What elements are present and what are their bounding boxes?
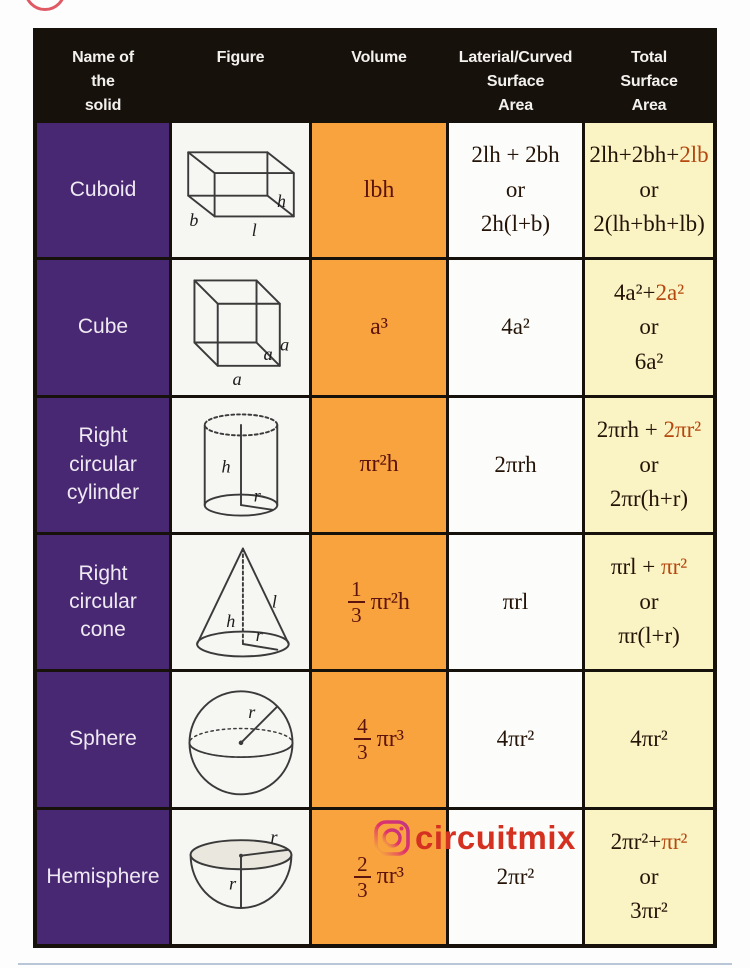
figure-label: h [277,191,286,211]
header-name-of-solid: Name of the solid [37,32,169,120]
hemisphere-drawing: r r [189,827,292,909]
sphere-lateral-surface-area: 4πr² [449,672,582,807]
cylinder-lateral-surface-area: 2πrh [449,397,582,532]
figure-label: a [232,370,241,390]
cube-volume: a³ [312,260,446,395]
figure-label: h [221,456,230,476]
hemisphere-figure: r r [172,809,309,944]
mensuration-formula-table: Name of the solid Figure Volume Laterial… [33,28,717,948]
figure-label: r [255,625,263,645]
figure-label: l [251,220,256,240]
cylinder-total-surface-area: 2πrh + 2πr² or 2πr(h+r) [585,397,713,532]
cone-total-surface-area: πrl + πr² or πr(l+r) [585,534,713,670]
cube-drawing: a a a [192,279,289,390]
hemisphere-total-surface-area: 2πr²+πr² or 3πr² [585,809,713,944]
cuboid-drawing: b l h [186,151,295,240]
cylinder-volume: πr²h [312,397,446,532]
cone-lateral-surface-area: πrl [449,534,582,670]
watermark-handle: circuitmix [415,819,576,856]
sphere-drawing: r [188,690,293,796]
sphere-total-surface-area: 4πr² [585,672,713,807]
figure-label: r [228,873,236,893]
figure-label: r [270,827,278,847]
sphere-figure: r [172,672,309,807]
solid-name-cuboid: Cuboid [37,123,169,258]
story-ring-partial [24,0,66,11]
solid-name-cube: Cube [37,260,169,395]
figure-label: h [226,611,235,631]
cube-figure: a a a [172,260,309,395]
solid-name-cone: Right circular cone [37,534,169,670]
figure-label: b [189,210,198,230]
header-volume: Volume [312,32,446,120]
cuboid-figure: b l h [172,123,309,258]
figure-label: a [263,344,272,364]
watermark: circuitmix [372,818,576,858]
solid-name-hemisphere: Hemisphere [37,809,169,944]
cone-figure: h l r [172,534,309,670]
solid-name-sphere: Sphere [37,672,169,807]
hemisphere-lateral-surface-area: 2πr² [449,809,582,944]
figure-label: l [271,592,276,612]
cylinder-drawing: h r [203,413,278,517]
header-lateral-surface-area: Laterial/Curved Surface Area [449,32,582,120]
solid-name-cylinder: Right circular cylinder [37,397,169,532]
cone-drawing: h l r [195,547,290,658]
figure-label: r [253,485,261,505]
figure-label: r [248,702,256,722]
header-total-surface-area: Total Surface Area [585,32,713,120]
instagram-icon [374,820,410,856]
bottom-divider [18,963,732,965]
cylinder-figure: h r [172,397,309,532]
cube-total-surface-area: 4a²+2a² or 6a² [585,260,713,395]
header-figure: Figure [172,32,309,120]
cuboid-lateral-surface-area: 2lh + 2bh or 2h(l+b) [449,123,582,258]
cuboid-volume: lbh [312,123,446,258]
cuboid-total-surface-area: 2lh+2bh+2lb or 2(lh+bh+lb) [585,123,713,258]
cube-lateral-surface-area: 4a² [449,260,582,395]
figure-label: a [280,335,289,355]
